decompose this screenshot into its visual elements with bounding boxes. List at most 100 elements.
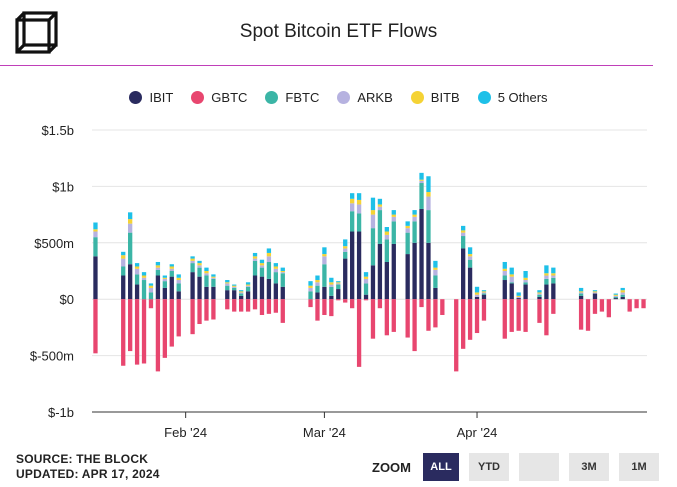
zoom-ytd-button[interactable]: YTD [469, 453, 509, 481]
bar-segment-bitb[interactable] [204, 271, 209, 274]
bar-segment-5-others[interactable] [308, 281, 313, 286]
bar-segment-fbtc[interactable] [412, 221, 417, 243]
bar-segment-5-others[interactable] [162, 275, 167, 278]
bar-segment-gbtc[interactable] [232, 299, 237, 312]
bar-segment-5-others[interactable] [537, 290, 542, 293]
bar-segment-5-others[interactable] [578, 287, 584, 292]
bar-segment-arkb[interactable] [592, 292, 598, 294]
bar-segment-gbtc[interactable] [384, 299, 389, 336]
bar-segment-fbtc[interactable] [377, 210, 383, 244]
bar-segment-ibit[interactable] [481, 294, 487, 300]
bar-segment-bitb[interactable] [544, 273, 549, 276]
bar-segment-fbtc[interactable] [134, 274, 140, 285]
bar-segment-5-others[interactable] [474, 286, 480, 293]
bar-segment-5-others[interactable] [141, 272, 147, 276]
bar-segment-5-others[interactable] [502, 261, 507, 269]
bar-segment-gbtc[interactable] [440, 299, 445, 315]
bar-segment-fbtc[interactable] [121, 266, 126, 276]
bar-segment-5-others[interactable] [329, 277, 334, 283]
the-block-logo-icon[interactable] [14, 10, 58, 54]
bar-segment-5-others[interactable] [461, 225, 466, 231]
bar-segment-5-others[interactable] [433, 260, 438, 268]
bar-segment-arkb[interactable] [239, 292, 244, 294]
bar-segment-gbtc[interactable] [426, 299, 431, 331]
bar-segment-5-others[interactable] [544, 265, 549, 274]
bar-segment-5-others[interactable] [197, 260, 202, 264]
bar-segment-fbtc[interactable] [544, 278, 549, 285]
bar-segment-gbtc[interactable] [370, 299, 376, 339]
bar-segment-5-others[interactable] [336, 281, 341, 283]
bar-segment-5-others[interactable] [363, 272, 369, 277]
bar-segment-ibit[interactable] [343, 258, 348, 300]
bar-segment-gbtc[interactable] [308, 299, 313, 308]
bar-segment-fbtc[interactable] [273, 272, 278, 284]
bar-segment-bitb[interactable] [474, 292, 480, 295]
bar-segment-arkb[interactable] [134, 268, 140, 275]
bar-segment-bitb[interactable] [176, 277, 181, 281]
bar-segment-fbtc[interactable] [322, 264, 327, 287]
bars[interactable] [93, 172, 646, 372]
bar-segment-ibit[interactable] [509, 283, 514, 300]
bar-segment-gbtc[interactable] [329, 299, 334, 317]
bar-segment-ibit[interactable] [162, 287, 167, 300]
bar-segment-arkb[interactable] [93, 231, 98, 238]
zoom-blank-button[interactable] [519, 453, 559, 481]
bar-segment-fbtc[interactable] [239, 293, 244, 296]
bar-segment-fbtc[interactable] [169, 271, 174, 277]
bar-segment-bitb[interactable] [356, 199, 362, 205]
bar-segment-ibit[interactable] [197, 276, 202, 300]
bar-segment-bitb[interactable] [322, 254, 327, 257]
bar-segment-gbtc[interactable] [467, 299, 473, 340]
bar-segment-ibit[interactable] [245, 291, 251, 300]
bar-segment-gbtc[interactable] [211, 299, 216, 320]
bar-segment-bitb[interactable] [426, 192, 431, 197]
bar-segment-gbtc[interactable] [377, 299, 383, 309]
bar-segment-arkb[interactable] [363, 278, 369, 284]
bar-segment-fbtc[interactable] [211, 278, 216, 287]
bar-segment-fbtc[interactable] [315, 285, 320, 293]
bar-segment-arkb[interactable] [162, 278, 167, 282]
bar-segment-gbtc[interactable] [461, 299, 466, 349]
bar-segment-arkb[interactable] [370, 214, 376, 229]
bar-segment-ibit[interactable] [412, 242, 417, 300]
bar-segment-ibit[interactable] [370, 265, 376, 300]
bar-segment-gbtc[interactable] [176, 299, 181, 337]
bar-segment-5-others[interactable] [384, 227, 389, 232]
bar-segment-fbtc[interactable] [252, 260, 258, 276]
bar-segment-5-others[interactable] [322, 247, 327, 255]
bar-segment-arkb[interactable] [211, 277, 216, 279]
bar-segment-fbtc[interactable] [391, 221, 396, 244]
bar-segment-5-others[interactable] [551, 267, 556, 274]
bar-segment-ibit[interactable] [350, 231, 355, 300]
bar-segment-gbtc[interactable] [502, 299, 507, 339]
bar-segment-bitb[interactable] [308, 285, 313, 288]
legend-item-arkb[interactable]: ARKB [337, 90, 393, 105]
bar-segment-5-others[interactable] [516, 292, 521, 296]
bar-segment-gbtc[interactable] [322, 299, 327, 315]
bar-segment-bitb[interactable] [93, 229, 98, 232]
bar-segment-gbtc[interactable] [585, 299, 591, 331]
bar-segment-arkb[interactable] [329, 284, 334, 287]
bar-segment-ibit[interactable] [592, 293, 598, 300]
bar-segment-gbtc[interactable] [474, 299, 480, 334]
bar-segment-arkb[interactable] [377, 206, 383, 211]
bar-segment-5-others[interactable] [232, 284, 237, 286]
bar-segment-5-others[interactable] [93, 222, 98, 230]
bar-segment-bitb[interactable] [141, 275, 147, 278]
bar-segment-bitb[interactable] [412, 214, 417, 217]
bar-segment-fbtc[interactable] [280, 273, 285, 287]
bar-segment-ibit[interactable] [620, 296, 625, 300]
bar-segment-arkb[interactable] [384, 234, 389, 240]
bar-segment-bitb[interactable] [551, 273, 556, 276]
bar-segment-5-others[interactable] [280, 267, 285, 271]
bar-segment-5-others[interactable] [259, 259, 265, 264]
bar-segment-bitb[interactable] [315, 280, 320, 283]
bar-segment-gbtc[interactable] [599, 299, 605, 312]
bar-segment-arkb[interactable] [509, 276, 514, 283]
bar-segment-arkb[interactable] [204, 273, 209, 276]
bar-segment-gbtc[interactable] [121, 299, 126, 366]
bar-segment-5-others[interactable] [370, 197, 376, 211]
bar-segment-ibit[interactable] [336, 289, 341, 300]
bar-segment-gbtc[interactable] [509, 299, 514, 332]
bar-segment-5-others[interactable] [509, 267, 514, 275]
